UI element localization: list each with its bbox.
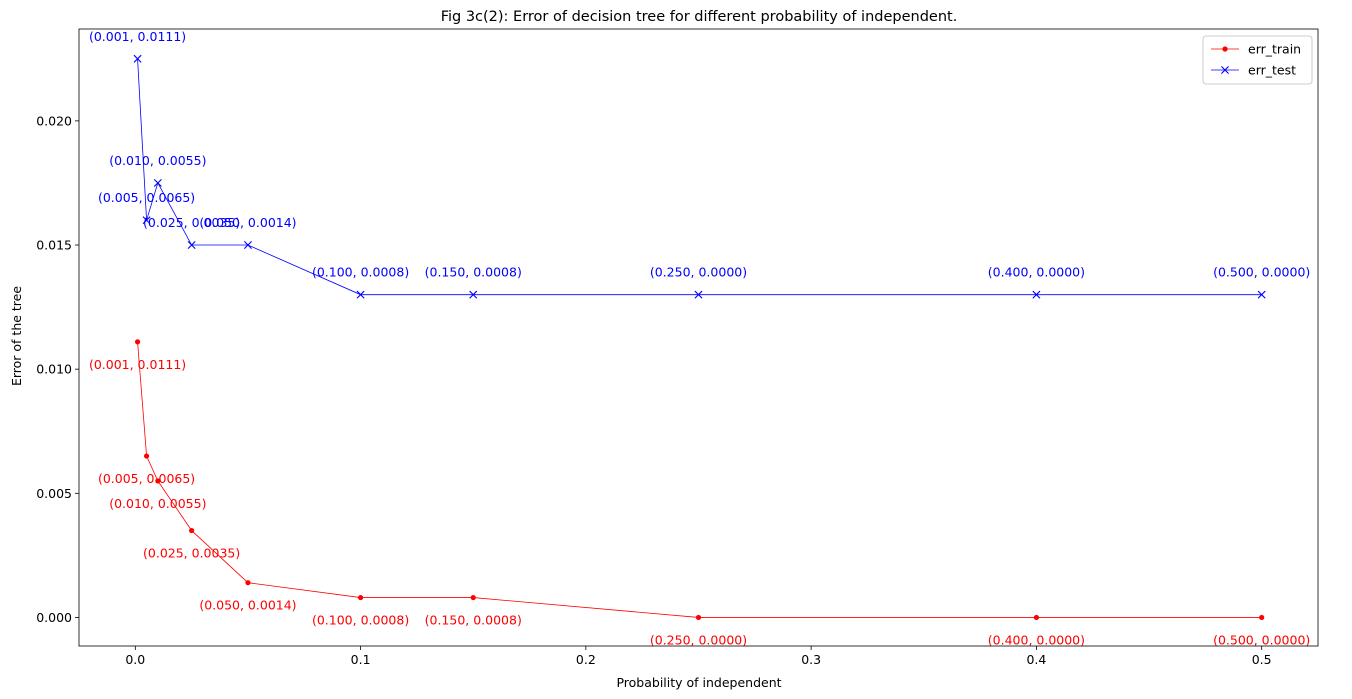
legend-label-err-test: err_test: [1248, 63, 1296, 78]
data-point-err-train: [357, 594, 364, 601]
data-point-err-test: [153, 178, 162, 187]
legend-item-err-train: err_train: [1211, 42, 1301, 57]
legend-label-err-train: err_train: [1248, 42, 1301, 57]
data-point-err-train: [695, 614, 702, 621]
series-line-err-train: [137, 341, 1262, 618]
data-point-err-train: [134, 339, 141, 345]
data-point-err-test: [356, 290, 365, 299]
point-label-err-test: (0.250, 0.0000): [650, 265, 747, 280]
series-line-err-test: [137, 58, 1262, 296]
data-point-err-train: [189, 527, 195, 534]
legend-item-err-test: err_test: [1211, 63, 1296, 78]
y-tick-label: 0.000: [36, 610, 72, 625]
point-label-err-train: (0.250, 0.0000): [650, 632, 747, 647]
data-point-err-test: [187, 241, 196, 250]
data-point-err-train: [1259, 614, 1265, 621]
x-tick-label: 0.4: [1026, 652, 1046, 667]
data-point-err-train: [245, 580, 251, 586]
point-label-err-train: (0.150, 0.0008): [425, 613, 522, 628]
point-label-err-test: (0.050, 0.0014): [199, 215, 296, 230]
point-label-err-test: (0.100, 0.0008): [312, 265, 409, 280]
point-label-err-test: (0.005, 0.0065): [98, 190, 195, 205]
x-tick-label: 0.3: [801, 652, 821, 667]
point-label-err-train: (0.050, 0.0014): [199, 598, 296, 613]
point-label-err-train: (0.010, 0.0055): [109, 496, 206, 511]
point-label-err-train: (0.100, 0.0008): [312, 613, 409, 628]
point-label-err-test: (0.001, 0.0111): [89, 29, 186, 44]
data-point-err-test: [142, 216, 151, 225]
y-tick-label: 0.015: [36, 238, 72, 253]
point-label-err-test: (0.010, 0.0055): [109, 153, 206, 168]
axes: 0.0 0.1 0.2 0.3 0.4 0.5 0.000 0.005 0.010 0.015 0.…: [36, 28, 1319, 667]
x-axis-label: Probability of independent: [616, 675, 781, 690]
legend-box: [1202, 35, 1313, 85]
data-point-err-train: [470, 594, 476, 601]
data-point-err-test: [243, 241, 252, 250]
y-tick-label: 0.010: [36, 362, 72, 377]
point-label-err-test: (0.150, 0.0008): [425, 265, 522, 280]
plot-area: (0.001, 0.0111) (0.005, 0.0065) (0.010, 0.…: [89, 29, 1310, 648]
point-label-err-test: (0.400, 0.0000): [988, 265, 1085, 280]
x-tick-label: 0.2: [576, 652, 596, 667]
data-point-err-train: [1033, 614, 1040, 621]
data-point-err-train: [155, 478, 161, 484]
point-label-err-train: (0.400, 0.0000): [988, 632, 1085, 647]
y-axis-label: Error of the tree: [9, 286, 24, 386]
data-point-err-test: [133, 54, 142, 63]
point-label-err-test: (0.500, 0.0000): [1213, 265, 1310, 280]
x-tick-label: 0.5: [1252, 652, 1272, 667]
data-point-err-train: [143, 453, 150, 459]
x-tick-label: 0.0: [125, 652, 145, 667]
point-label-err-test: (0.025, 0.0035): [143, 215, 240, 230]
point-label-err-train: (0.500, 0.0000): [1213, 632, 1310, 647]
y-tick-label: 0.005: [36, 486, 72, 501]
y-tick-label: 0.020: [36, 113, 72, 128]
data-point-err-test: [1257, 290, 1266, 299]
point-label-err-train: (0.001, 0.0111): [89, 357, 186, 372]
legend: err_train err_test: [1202, 35, 1313, 85]
x-tick-label: 0.1: [351, 652, 371, 667]
chart-title: Fig 3c(2): Error of decision tree for di…: [441, 9, 958, 25]
plot-frame: [78, 28, 1319, 647]
data-point-err-test: [469, 290, 478, 299]
data-point-err-test: [1032, 290, 1041, 299]
point-label-err-train: (0.005, 0.0065): [98, 471, 195, 486]
point-label-err-train: (0.025, 0.0035): [143, 546, 240, 561]
data-point-err-test: [694, 290, 703, 299]
